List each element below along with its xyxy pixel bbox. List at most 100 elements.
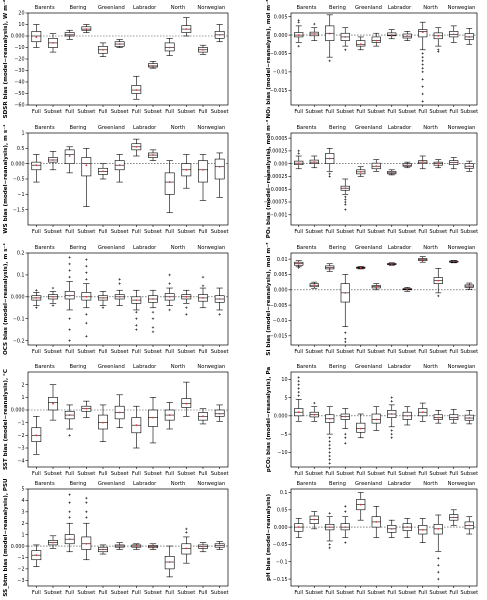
outlier (328, 443, 331, 447)
plot-frame (27, 371, 229, 468)
box-greenland-subset (371, 283, 381, 291)
mean-marker (202, 415, 204, 418)
mean-marker (313, 413, 316, 416)
mean-marker (35, 297, 38, 299)
x-tick-label: Subset (44, 229, 62, 235)
outlier (201, 275, 205, 279)
x-tick-label: Full (199, 590, 208, 596)
x-tick-label: Full (165, 590, 174, 596)
outlier (328, 436, 331, 439)
mean-marker (421, 411, 424, 414)
box-north-full (164, 273, 175, 312)
region-label: North (171, 125, 186, 131)
x-tick-label: Subset (144, 471, 162, 477)
mean-marker (344, 291, 347, 294)
box-greenland-subset (114, 394, 125, 429)
outlier (297, 266, 300, 269)
x-tick-label: Full (32, 471, 41, 477)
box-barents-full (31, 24, 42, 48)
y-tick-label: −1.5 (13, 207, 25, 213)
region-label: Barents (35, 364, 55, 370)
y-axis-label: Si bias (model−reanalysis), mol m⁻³ (265, 242, 272, 356)
region-label: Greenland (98, 481, 125, 487)
x-tick-label: Subset (429, 471, 447, 477)
region-label: Bering (70, 245, 87, 251)
x-tick-label: Full (199, 471, 208, 477)
outlier (68, 269, 71, 272)
plot-frame (27, 252, 229, 346)
mean-marker (35, 36, 38, 39)
outlier (135, 317, 138, 320)
chart-panel-2: Barents Bering Greenland Labrador North Norwe… (265, 0, 478, 119)
outlier (344, 198, 347, 201)
x-tick-label: Full (99, 109, 108, 115)
mean-marker (344, 187, 347, 190)
iqr-box (164, 172, 175, 195)
box-norwegian-subset (464, 28, 474, 45)
box-bering-full (64, 256, 75, 342)
x-tick-label: Subset (398, 229, 416, 235)
mean-marker (118, 545, 121, 547)
outlier (168, 282, 171, 285)
y-tick-label: −0.1 (13, 316, 25, 322)
region-label: Norwegian (197, 481, 225, 487)
region-label: Barents (35, 245, 55, 251)
x-tick-label: Subset (211, 349, 229, 355)
region-label: Norwegian (197, 5, 225, 11)
box-labrador-full (131, 75, 142, 100)
mean-marker (375, 165, 378, 168)
outlier (68, 516, 71, 519)
y-tick-label: −3 (17, 578, 24, 584)
box-barents-full (294, 19, 304, 48)
x-tick-label: Subset (111, 109, 129, 115)
mean-marker (452, 161, 455, 164)
box-barents-subset (309, 401, 319, 422)
chart-panel-7: Barents Bering Greenland Labrador North Norwe… (3, 364, 229, 477)
mean-marker (468, 524, 471, 527)
mean-marker (85, 28, 88, 30)
x-tick-label: Full (387, 471, 396, 477)
box-north-full (164, 402, 175, 430)
mean-marker (390, 413, 393, 415)
x-tick-label: Subset (336, 229, 354, 235)
box-bering-full (64, 404, 75, 437)
x-tick-label: Full (99, 349, 108, 355)
outlier (35, 306, 38, 309)
x-tick-label: Subset (77, 229, 95, 235)
plot-frame (290, 488, 478, 587)
plot-frame (290, 132, 478, 226)
mean-marker (421, 31, 424, 34)
y-tick-label: 0.000 (11, 161, 25, 167)
y-tick-label: −0.00075 (264, 200, 288, 206)
y-tick-label: 2 (21, 382, 24, 388)
x-tick-label: Full (132, 109, 141, 115)
x-tick-label: Subset (111, 229, 129, 235)
iqr-box (198, 160, 208, 183)
region-label: Barents (297, 5, 317, 11)
outlier (68, 510, 71, 514)
mean-marker (85, 164, 88, 167)
y-tick-label: −30 (14, 68, 24, 74)
x-tick-label: Full (199, 229, 208, 235)
outlier (344, 195, 347, 199)
outlier (68, 434, 71, 437)
box-greenland-full (356, 492, 366, 521)
outlier (437, 570, 440, 574)
box-bering-full (325, 14, 335, 63)
mean-marker (68, 538, 71, 541)
x-tick-label: Full (325, 109, 334, 115)
y-axis-label: NO₃ bias (model−reanalysis), mol m⁻³ (265, 0, 272, 119)
x-tick-label: Subset (398, 349, 416, 355)
outlier (328, 59, 331, 63)
box-labrador-full (131, 543, 142, 550)
x-tick-label: Subset (77, 590, 95, 596)
mean-marker (297, 262, 300, 265)
outlier (344, 442, 347, 445)
region-label: Labrador (133, 125, 157, 131)
y-tick-label: 2 (21, 521, 24, 527)
y-axis-label: OCS bias (model−reanalysis), m s⁻¹ (2, 242, 9, 354)
chart-panel-8: Barents Bering Greenland Labrador North Norwe… (266, 364, 478, 477)
x-tick-label: Subset (429, 349, 447, 355)
outlier (185, 531, 188, 534)
box-bering-full (325, 406, 335, 465)
